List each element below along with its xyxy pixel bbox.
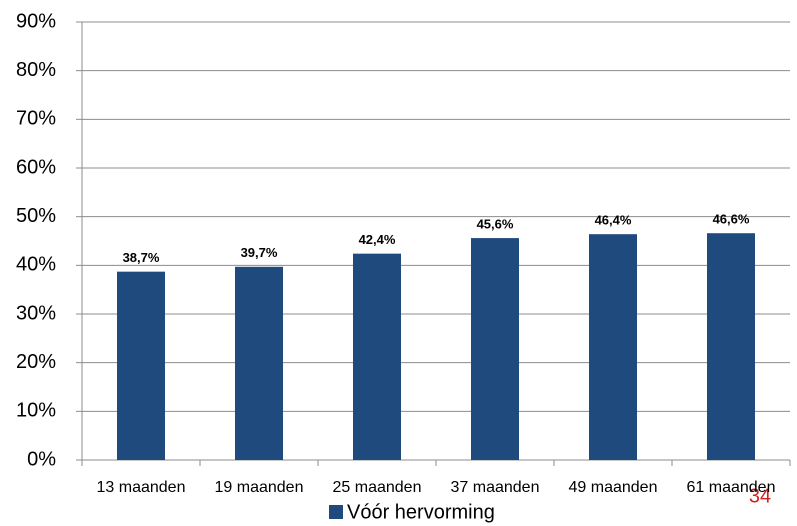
- bar: [117, 271, 165, 460]
- y-tick-label: 20%: [16, 351, 56, 373]
- bar: [471, 238, 519, 460]
- x-tick-label: 13 maanden: [97, 479, 186, 496]
- x-tick-label: 25 maanden: [333, 479, 422, 496]
- legend-swatch: [329, 505, 343, 519]
- bar: [353, 253, 401, 460]
- y-tick-label: 70%: [16, 108, 56, 130]
- y-tick-label: 90%: [16, 10, 56, 32]
- legend-label: Vóór hervorming: [347, 501, 495, 523]
- x-tick-label: 19 maanden: [215, 479, 304, 496]
- data-label: 45,6%: [477, 217, 514, 232]
- x-tick-label: 49 maanden: [569, 479, 658, 496]
- data-label: 38,7%: [123, 250, 160, 265]
- x-tick-label: 37 maanden: [451, 479, 540, 496]
- bar: [589, 234, 637, 460]
- bar: [707, 233, 755, 460]
- y-tick-label: 0%: [27, 448, 56, 470]
- y-tick-label: 60%: [16, 156, 56, 178]
- bar: [235, 266, 283, 460]
- data-label: 42,4%: [359, 232, 396, 247]
- y-tick-label: 10%: [16, 400, 56, 422]
- page-number: 34: [749, 485, 771, 507]
- y-tick-label: 40%: [16, 254, 56, 276]
- y-tick-label: 80%: [16, 59, 56, 81]
- y-tick-label: 30%: [16, 302, 56, 324]
- data-label: 39,7%: [241, 245, 278, 260]
- data-label: 46,6%: [713, 212, 750, 227]
- x-tick-label: 61 maanden: [687, 479, 776, 496]
- data-label: 46,4%: [595, 213, 632, 228]
- y-tick-label: 50%: [16, 205, 56, 227]
